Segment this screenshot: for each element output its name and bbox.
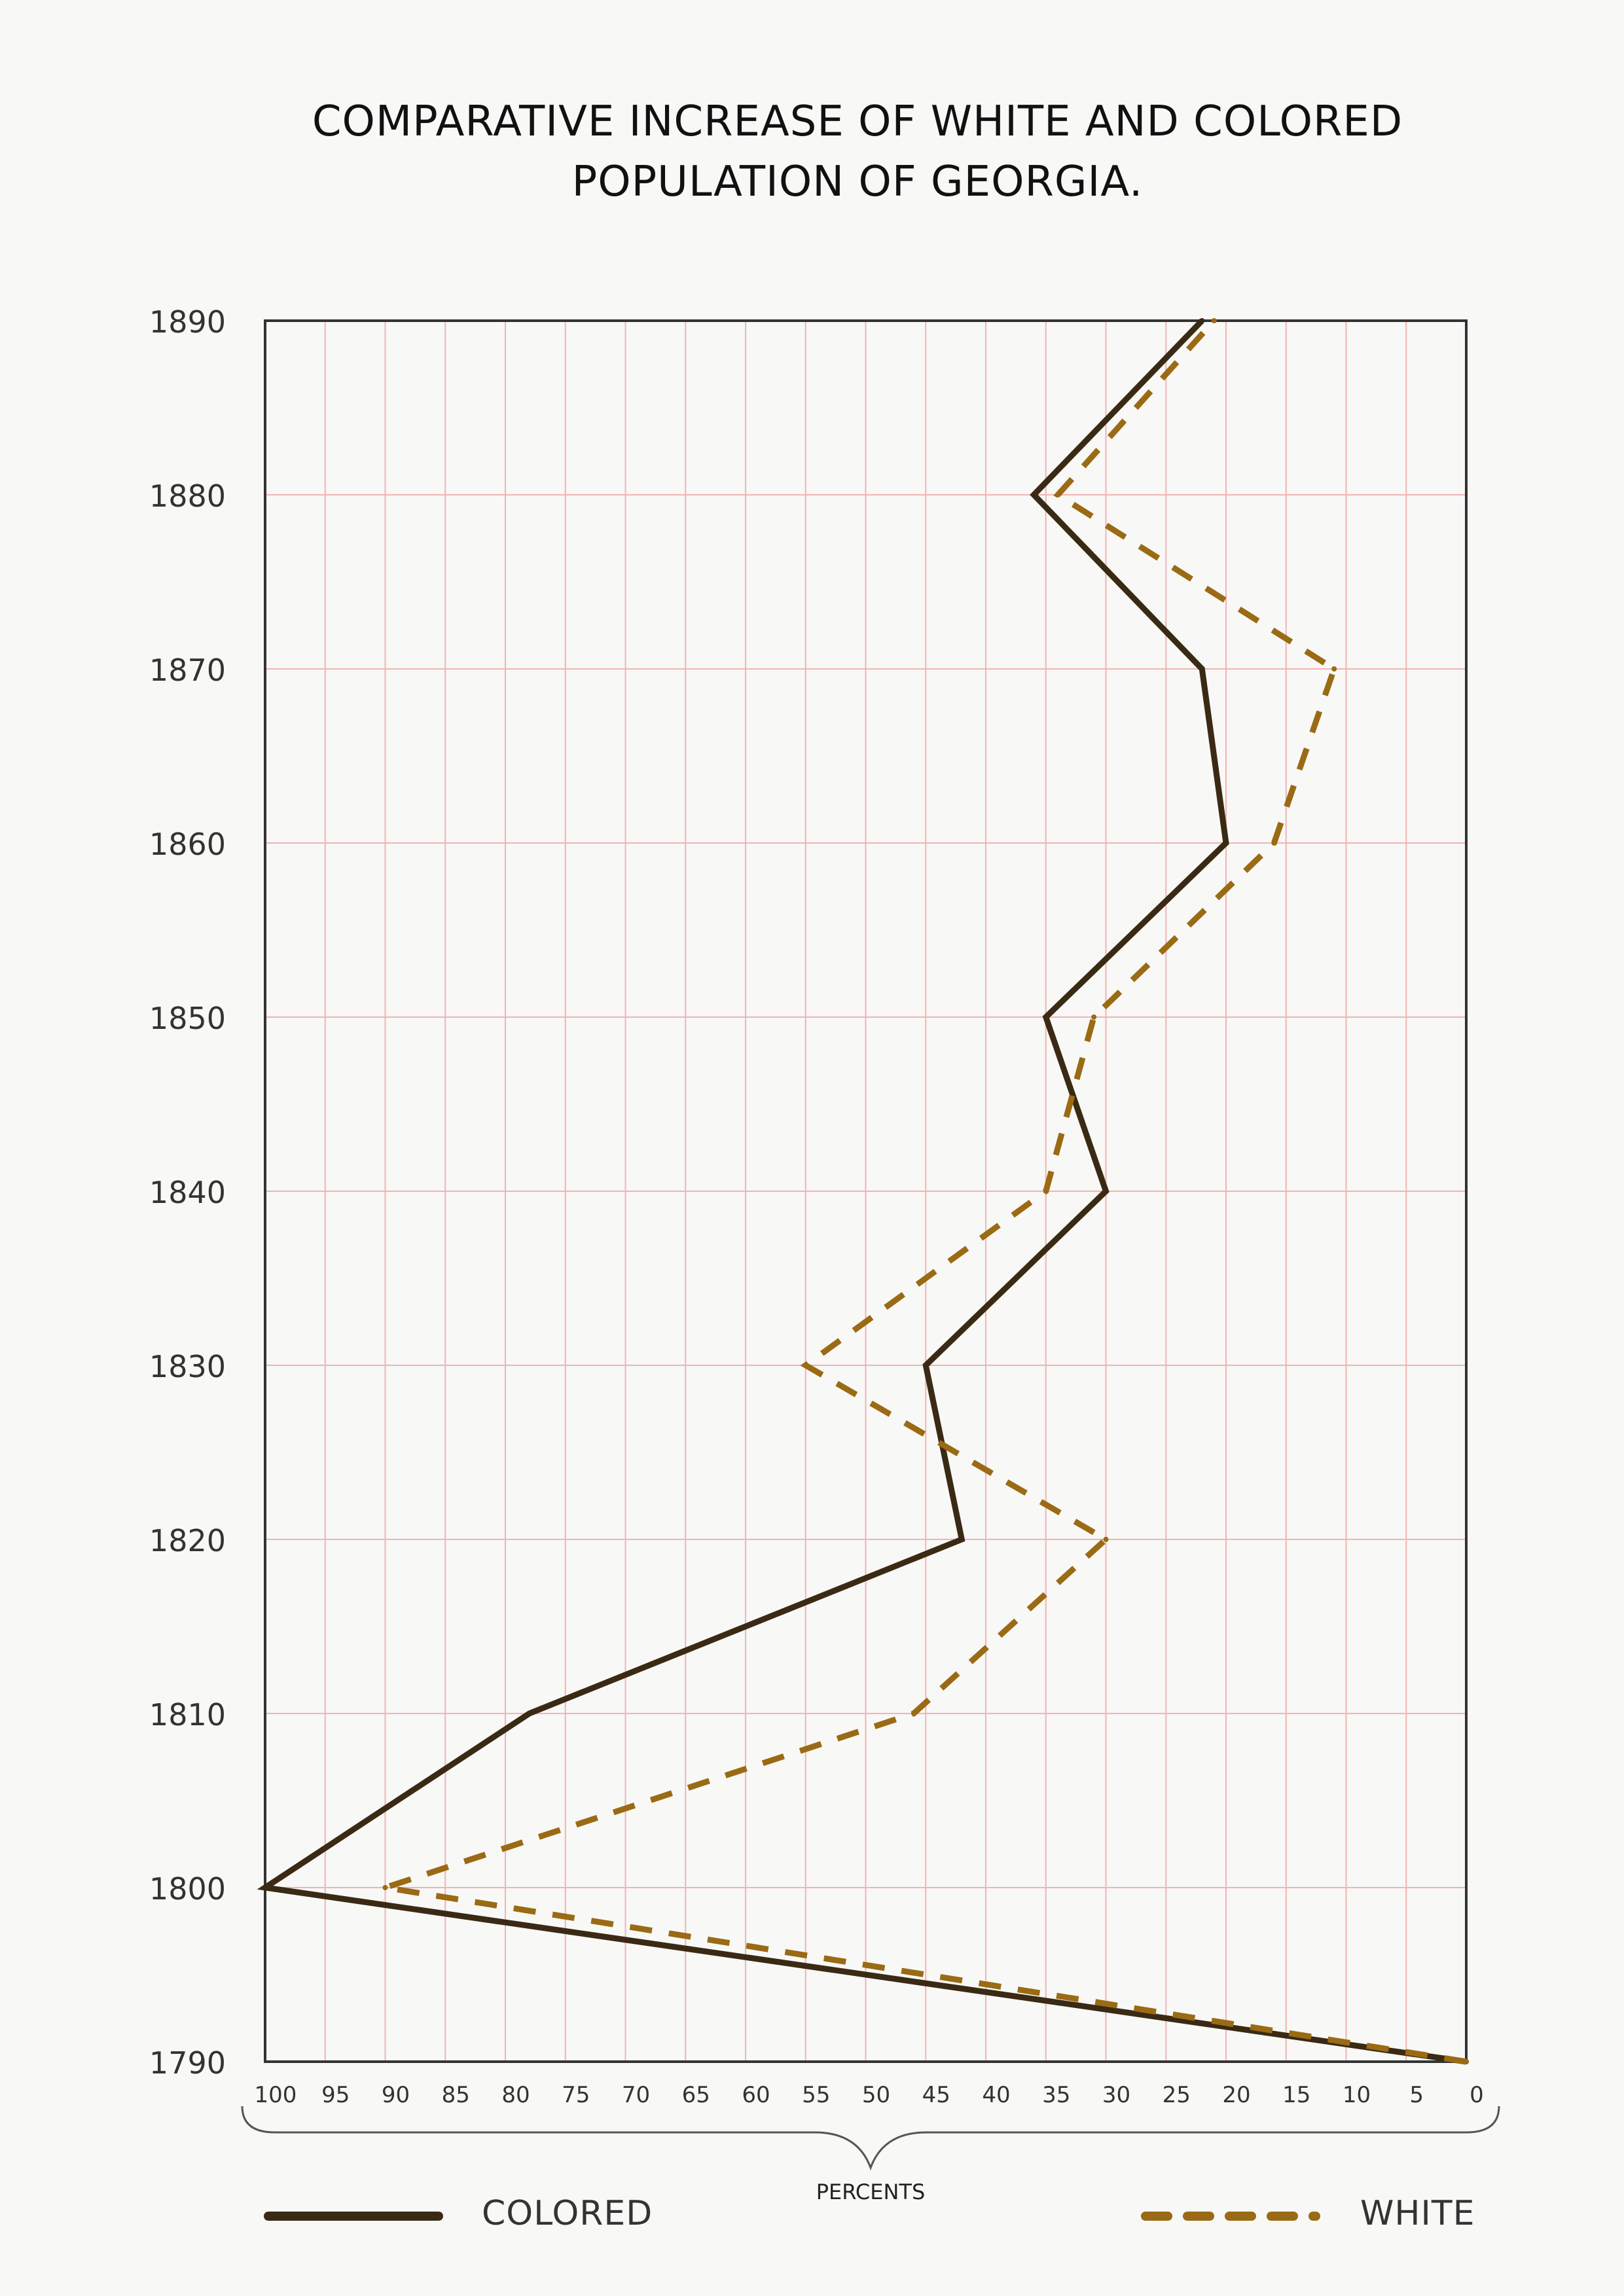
y-tick-1800: 1800 — [149, 1871, 226, 1907]
y-tick-1850: 1850 — [149, 1001, 226, 1036]
y-tick-1860: 1860 — [149, 827, 226, 862]
point-colored-1830 — [923, 1363, 929, 1368]
y-tick-labels: 1790 1800 1810 1820 1830 1840 1850 1860 1870 1880… — [149, 304, 226, 2081]
point-white-1800 — [382, 1885, 388, 1890]
x-tick-55: 55 — [802, 2082, 830, 2108]
x-tick-80: 80 — [501, 2082, 530, 2108]
x-tick-5: 5 — [1409, 2082, 1424, 2108]
x-tick-85: 85 — [442, 2082, 470, 2108]
point-white-1850 — [1091, 1014, 1097, 1020]
x-tick-40: 40 — [982, 2082, 1010, 2108]
x-tick-35: 35 — [1042, 2082, 1070, 2108]
chart-title: COMPARATIVE INCREASE OF WHITE AND COLORE… — [0, 92, 1624, 212]
point-colored-1890 — [1199, 318, 1205, 323]
legend-label-colored: COLORED — [482, 2194, 653, 2233]
x-tick-45: 45 — [922, 2082, 950, 2108]
x-tick-90: 90 — [382, 2082, 410, 2108]
point-colored-1800 — [262, 1885, 268, 1890]
x-tick-50: 50 — [862, 2082, 890, 2108]
x-axis-brace — [241, 2106, 1500, 2171]
point-colored-1850 — [1043, 1014, 1049, 1020]
legend-label-white: WHITE — [1360, 2194, 1475, 2233]
y-tick-1830: 1830 — [149, 1349, 226, 1384]
point-white-1810 — [911, 1711, 916, 1716]
y-tick-1870: 1870 — [149, 653, 226, 688]
point-white-1870 — [1331, 666, 1337, 672]
y-tick-1840: 1840 — [149, 1175, 226, 1210]
y-tick-1880: 1880 — [149, 478, 226, 514]
point-white-1880 — [1055, 492, 1061, 497]
point-colored-1840 — [1103, 1189, 1109, 1194]
chart-title-line-1: COMPARATIVE INCREASE OF WHITE AND COLORE… — [312, 98, 1403, 146]
y-tick-1820: 1820 — [149, 1523, 226, 1558]
point-colored-1880 — [1031, 492, 1037, 497]
x-tick-100: 100 — [255, 2082, 297, 2108]
y-tick-1890: 1890 — [149, 304, 226, 340]
point-white-1790 — [1464, 2059, 1469, 2064]
x-tick-15: 15 — [1282, 2082, 1310, 2108]
x-tick-0: 0 — [1470, 2082, 1484, 2108]
chart-title-line-2: POPULATION OF GEORGIA. — [571, 158, 1144, 206]
x-tick-20: 20 — [1222, 2082, 1250, 2108]
x-axis-label: PERCENTS — [816, 2179, 926, 2204]
y-tick-1810: 1810 — [149, 1697, 226, 1732]
x-tick-70: 70 — [622, 2082, 650, 2108]
x-tick-30: 30 — [1102, 2082, 1130, 2108]
point-white-1860 — [1271, 840, 1277, 846]
point-white-1890 — [1211, 318, 1217, 323]
point-white-1820 — [1103, 1537, 1109, 1542]
x-tick-75: 75 — [562, 2082, 590, 2108]
plot-frame — [264, 319, 1468, 2063]
point-colored-1820 — [959, 1537, 965, 1542]
x-tick-65: 65 — [682, 2082, 710, 2108]
x-tick-10: 10 — [1343, 2082, 1371, 2108]
y-tick-1790: 1790 — [149, 2045, 226, 2081]
point-colored-1810 — [526, 1711, 532, 1716]
x-tick-60: 60 — [742, 2082, 770, 2108]
x-tick-25: 25 — [1163, 2082, 1191, 2108]
series-layer — [257, 318, 1469, 2065]
point-colored-1870 — [1199, 666, 1205, 672]
point-white-1840 — [1043, 1189, 1049, 1194]
x-tick-labels: 100 95 90 85 80 75 70 65 60 55 50 45 40 35 30 25 20 15 10 5… — [255, 2082, 1484, 2108]
point-colored-1860 — [1223, 840, 1229, 846]
point-white-1830 — [803, 1363, 808, 1368]
x-tick-95: 95 — [321, 2082, 350, 2108]
